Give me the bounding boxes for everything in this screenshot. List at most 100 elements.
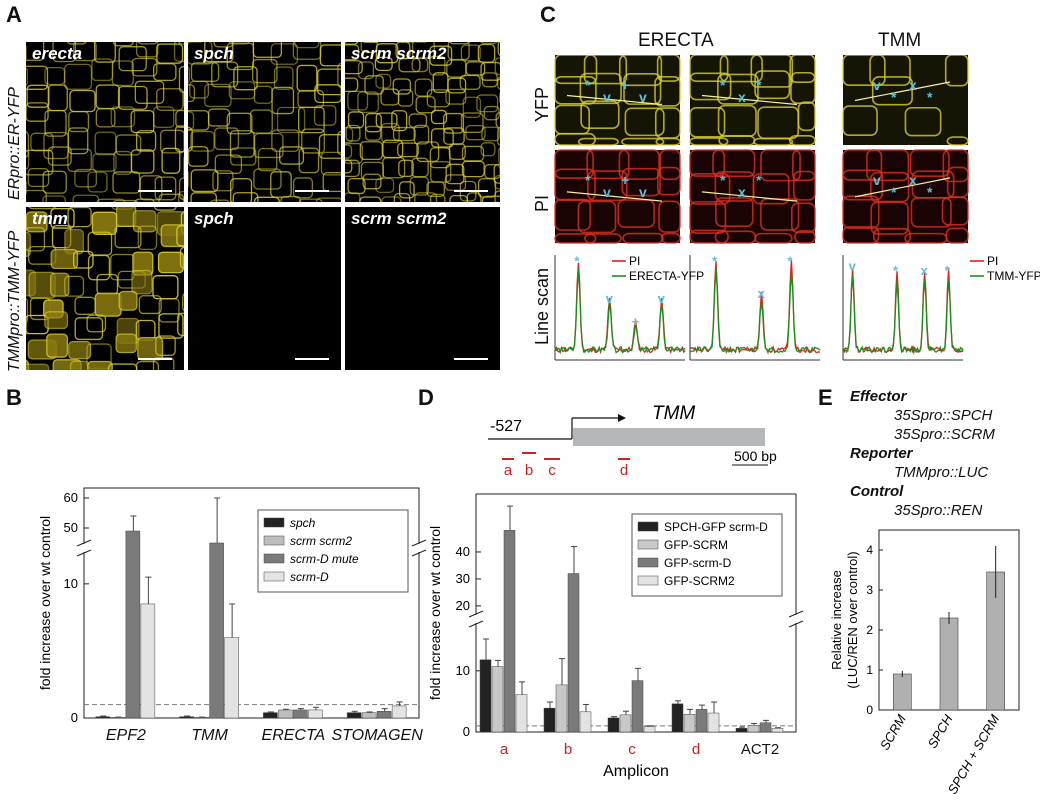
cell-outline — [554, 55, 598, 85]
cell-outline — [411, 57, 429, 73]
peak-marker: * — [712, 254, 718, 269]
cell-outline — [397, 142, 419, 158]
cell-outline — [131, 269, 153, 295]
cell-outline — [294, 42, 320, 49]
cell-outline — [52, 42, 77, 63]
cell-outline — [320, 151, 341, 176]
cell-outline — [871, 76, 913, 106]
cell-outline — [869, 55, 911, 86]
cell-outline — [137, 336, 164, 361]
cell-outline — [74, 296, 96, 315]
cell-outline — [790, 202, 816, 234]
cell-outline — [26, 211, 48, 233]
y-tick-label: 10 — [456, 663, 470, 678]
cell-outline — [461, 160, 485, 178]
bar — [579, 711, 592, 733]
cell-outline — [72, 194, 100, 202]
cell-outline — [429, 147, 451, 169]
axis-break-mark — [468, 610, 484, 618]
cell-outline — [95, 108, 116, 128]
cell-outline — [68, 340, 92, 360]
cell-outline — [50, 207, 75, 229]
amplicon-label: d — [620, 462, 628, 479]
cell-outline — [580, 100, 620, 130]
y-tick-label: 1 — [866, 663, 873, 677]
panel-c-label: C — [540, 2, 556, 27]
cell-outline — [226, 42, 255, 71]
cell-outline — [712, 149, 756, 178]
cell-outline — [180, 210, 184, 235]
cell-outline — [26, 65, 49, 90]
bar — [607, 717, 620, 733]
cell-outline — [271, 86, 295, 115]
micrograph-6: scrm scrm2 — [345, 207, 500, 370]
micrograph-label: scrm scrm2 — [351, 44, 447, 63]
axis-break-mark — [411, 539, 427, 547]
cell-outline — [586, 149, 630, 180]
peak-marker: * — [574, 254, 580, 269]
cell-outline — [280, 195, 302, 202]
scale-bar — [454, 190, 488, 192]
cell-outline — [493, 163, 500, 184]
micrograph-2: spch — [188, 42, 341, 202]
cell-outline — [273, 66, 294, 90]
cell-outline — [188, 111, 195, 131]
cell-outline — [754, 70, 791, 100]
cell-outline — [314, 84, 341, 104]
cell-outline — [188, 42, 213, 65]
cell-outline — [477, 178, 497, 198]
legend-swatch — [637, 521, 659, 532]
scan-line — [701, 191, 798, 202]
bar — [695, 709, 708, 733]
cell-outline — [177, 312, 184, 337]
bar — [747, 725, 760, 733]
cell-outline — [153, 63, 177, 81]
axis-break-gap — [470, 615, 482, 623]
cell-outline — [130, 149, 155, 174]
cell-outline — [658, 200, 681, 233]
cell-outline — [91, 211, 118, 236]
scan-marker: v — [873, 172, 881, 188]
scan-marker: v — [639, 184, 647, 200]
peak-marker: + — [632, 314, 640, 329]
legend-label: GFP-SCRM2 — [664, 574, 735, 588]
cell-outline — [173, 42, 184, 62]
cell-outline — [46, 333, 68, 358]
cell-outline — [554, 76, 597, 105]
cell-outline — [497, 42, 500, 56]
bar — [179, 716, 194, 719]
y-tick-label: 50 — [64, 520, 78, 535]
cell-outline — [345, 77, 359, 93]
x-tick-label: SPCH + SCRM — [945, 712, 1003, 797]
cell-outline — [214, 154, 243, 174]
plot-frame — [83, 487, 420, 719]
cell-outline — [374, 56, 393, 72]
bar — [503, 530, 516, 733]
cell-outline — [210, 199, 230, 202]
cell-outline — [26, 149, 54, 176]
cell-outline — [375, 112, 398, 128]
cell-outline — [188, 66, 190, 84]
yfp-trace — [842, 274, 964, 354]
bar — [209, 542, 224, 719]
cell-outline — [94, 292, 122, 317]
cell-outline — [498, 146, 500, 165]
legend-swatch — [263, 571, 285, 582]
scan-marker: v — [603, 184, 611, 200]
cell-outline — [116, 207, 137, 228]
cell-outline — [26, 131, 30, 158]
cell-outline — [96, 273, 119, 296]
y-axis-label: fold increase over wt control — [427, 526, 443, 700]
scan-line — [566, 191, 663, 202]
panel-b-label: B — [6, 385, 22, 410]
cell-outline — [345, 159, 360, 178]
scan-marker: * — [585, 77, 591, 93]
scan-marker: x — [909, 172, 917, 188]
peak-marker: x — [921, 263, 929, 278]
yfp-trace — [554, 268, 686, 355]
cell-outline — [481, 126, 500, 142]
cell-outline — [135, 130, 157, 152]
bar — [759, 722, 772, 733]
cell-outline — [188, 126, 193, 152]
scan-marker: + — [621, 77, 629, 93]
